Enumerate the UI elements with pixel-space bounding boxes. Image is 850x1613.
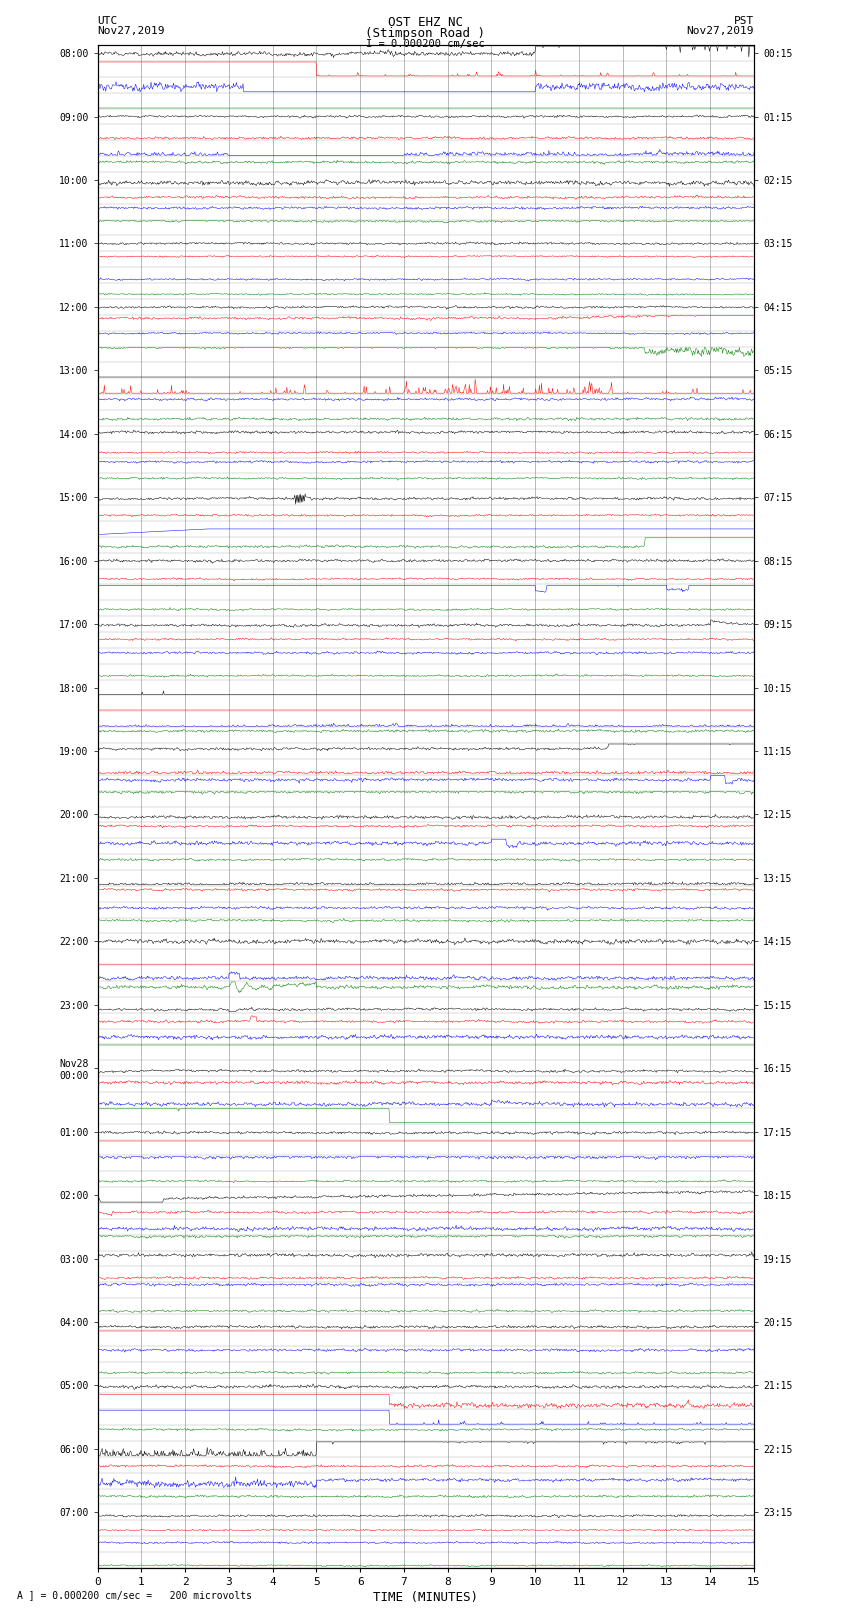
Text: (Stimpson Road ): (Stimpson Road ) bbox=[365, 27, 485, 40]
Text: Nov27,2019: Nov27,2019 bbox=[98, 26, 165, 35]
Text: UTC: UTC bbox=[98, 16, 118, 26]
Text: A ] = 0.000200 cm/sec =   200 microvolts: A ] = 0.000200 cm/sec = 200 microvolts bbox=[17, 1590, 252, 1600]
Text: Nov27,2019: Nov27,2019 bbox=[687, 26, 754, 35]
Text: PST: PST bbox=[734, 16, 754, 26]
Text: I = 0.000200 cm/sec: I = 0.000200 cm/sec bbox=[366, 39, 484, 48]
X-axis label: TIME (MINUTES): TIME (MINUTES) bbox=[373, 1590, 479, 1603]
Text: OST EHZ NC: OST EHZ NC bbox=[388, 16, 462, 29]
